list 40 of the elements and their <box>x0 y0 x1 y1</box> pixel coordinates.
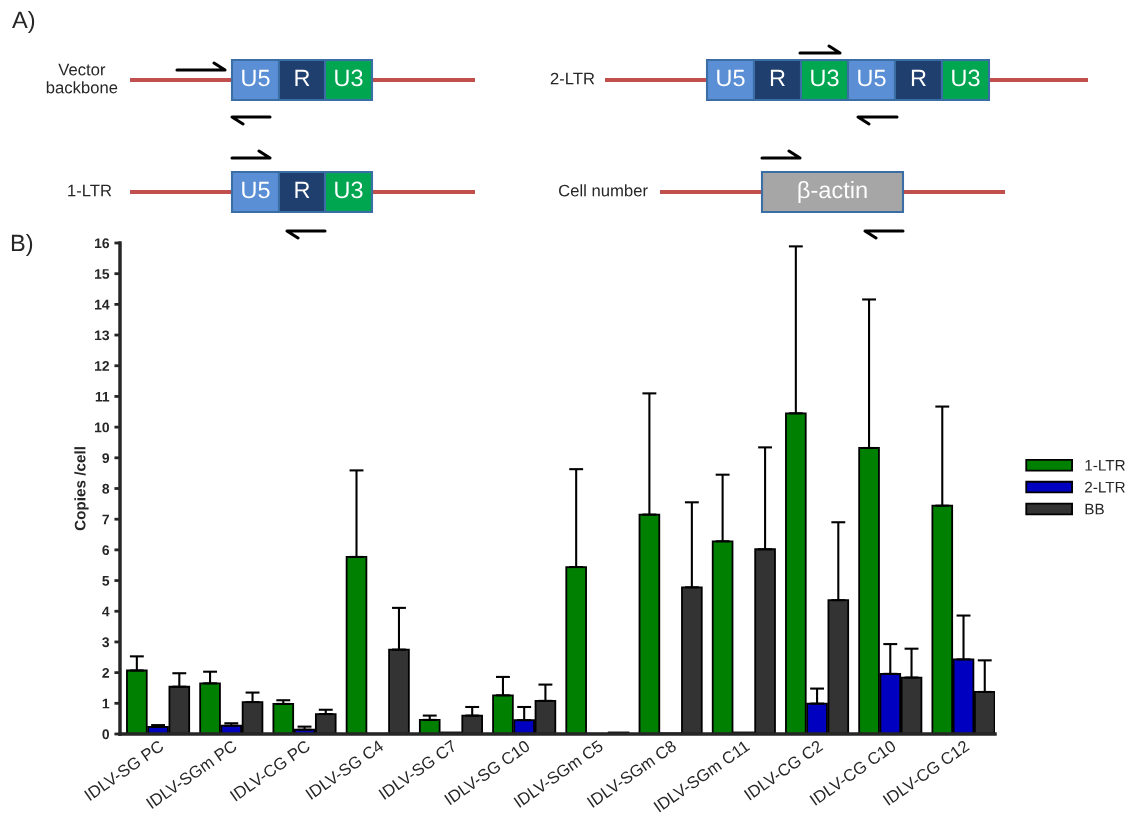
y-tick-label: 15 <box>95 269 110 279</box>
text: A) <box>12 11 35 33</box>
text: Cell number <box>559 184 648 197</box>
y-tick-label: 10 <box>95 422 110 433</box>
text: U3 <box>335 69 363 87</box>
y-tick-label: 5 <box>102 576 110 586</box>
text: U3 <box>811 69 839 87</box>
y-tick-label: 2 <box>102 667 110 678</box>
y-tick-label: 4 <box>102 606 110 617</box>
text: U5 <box>858 69 886 87</box>
legend-label: 2-LTR <box>1085 481 1125 493</box>
text: U3 <box>335 181 363 199</box>
y-tick-label: 3 <box>102 637 110 648</box>
y-tick-label: 16 <box>95 238 110 249</box>
text: Vector backbone <box>46 63 118 94</box>
text: U3 <box>952 69 980 87</box>
y-tick-label: 14 <box>95 299 110 310</box>
text: R <box>295 181 310 199</box>
y-tick-label: 12 <box>95 361 110 371</box>
y-tick-label: 1 <box>102 698 110 709</box>
chart-title: B) <box>11 234 33 256</box>
text: U5 <box>717 69 745 87</box>
text: R <box>911 69 926 87</box>
y-tick-label: 7 <box>102 514 109 525</box>
text: 1-LTR <box>68 184 112 197</box>
y-tick-label: 0 <box>102 729 110 740</box>
y-tick-label: 6 <box>102 545 110 556</box>
text: 2-LTR <box>550 72 595 85</box>
y-tick-label: 8 <box>102 483 110 494</box>
legend-label: 1-LTR <box>1085 460 1125 471</box>
y-axis-title: Copies /cell <box>74 447 89 531</box>
text: R <box>770 69 785 87</box>
y-tick-label: 11 <box>95 391 110 402</box>
y-tick-label: 13 <box>95 330 110 341</box>
text: R <box>295 69 310 87</box>
legend-label: BB <box>1085 503 1104 515</box>
text: U5 <box>242 181 270 199</box>
y-tick-label: 9 <box>102 453 110 463</box>
text: U5 <box>242 69 270 87</box>
text: β-actin <box>798 181 867 203</box>
